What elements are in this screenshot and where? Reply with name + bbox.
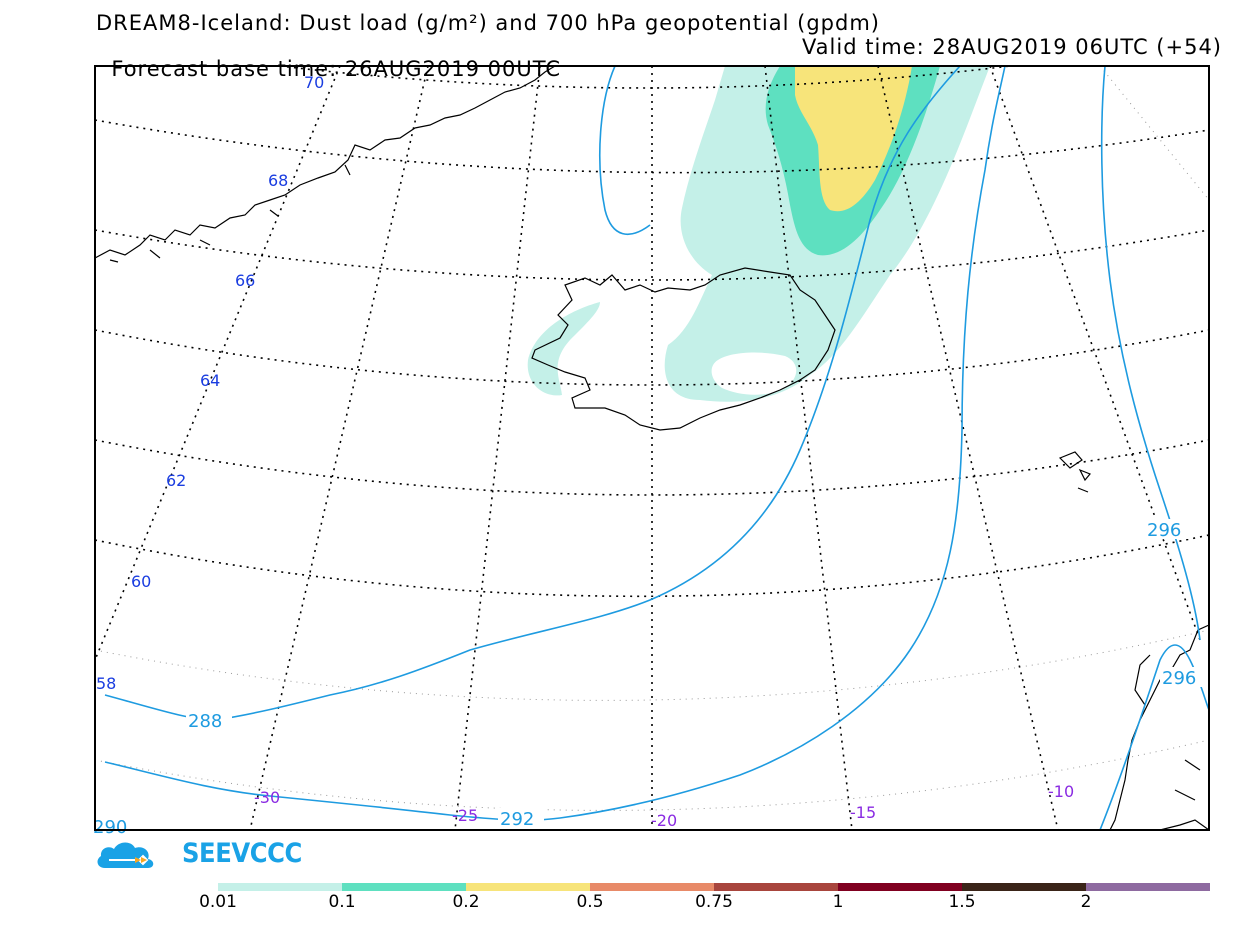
longitude-labels: -30 -25 -20 -15 -10 xyxy=(254,782,1074,830)
contour-label: 288 xyxy=(188,711,222,732)
valid-time: Valid time: 28AUG2019 06UTC (+54) xyxy=(801,35,1222,59)
dust-patch xyxy=(678,366,698,394)
legend-swatch xyxy=(962,883,1086,891)
legend-swatch xyxy=(714,883,838,891)
parallel-60 xyxy=(95,534,1209,598)
map-frame xyxy=(94,65,1210,831)
legend-swatch xyxy=(590,883,714,891)
contour-left-292 xyxy=(599,66,651,235)
contour-292 xyxy=(104,66,1006,821)
dust-gap xyxy=(711,352,797,395)
legend-swatch xyxy=(1086,883,1210,891)
legend-swatch xyxy=(838,883,962,891)
time-info: Forecast base time: 26AUG2019 00UTC Vali… xyxy=(96,36,1222,102)
contour-labels: 288 292 296 296 290 xyxy=(93,519,1208,838)
map-title: DREAM8-Iceland: Dust load (g/m²) and 700… xyxy=(96,11,880,35)
parallel-70 xyxy=(279,66,1011,89)
legend-swatch xyxy=(218,883,342,891)
latitude-labels: 70 68 66 64 62 60 58 xyxy=(96,73,324,693)
coastlines xyxy=(95,66,1209,830)
dust-band-0.2 xyxy=(795,66,912,212)
meridian-5 xyxy=(989,66,1201,641)
lat-label: 64 xyxy=(200,371,220,390)
contour-label: 290 xyxy=(93,817,127,838)
lat-label: 62 xyxy=(166,471,186,490)
contour-296 xyxy=(1100,66,1201,641)
lat-label: 66 xyxy=(235,271,255,290)
legend-tick-label: 0.75 xyxy=(695,892,733,912)
norway-coast xyxy=(1109,624,1209,830)
greenland-coast xyxy=(95,66,556,259)
legend-swatch xyxy=(466,883,590,891)
lat-label: 60 xyxy=(131,572,151,591)
iceland-coast xyxy=(531,267,836,431)
geopotential-contours xyxy=(104,66,1209,830)
meridian-25 xyxy=(454,66,541,830)
meridian-30 xyxy=(249,66,429,830)
legend-tick-label: 0.2 xyxy=(452,892,480,912)
legend-tick-label: 0.5 xyxy=(576,892,604,912)
legend-tick-label: 1 xyxy=(832,892,844,912)
lon-label: -20 xyxy=(651,811,677,830)
contour-label: 296 xyxy=(1147,520,1181,541)
seevccc-cloud-icon xyxy=(97,842,154,868)
contour-label: 296 xyxy=(1162,668,1196,689)
legend-tick-label: 0.01 xyxy=(199,892,237,912)
lon-label: -10 xyxy=(1048,782,1074,801)
lat-label: 68 xyxy=(268,171,288,190)
legend-swatch xyxy=(342,883,466,891)
parallel-66 xyxy=(95,229,1209,281)
parallel-68 xyxy=(95,119,1209,174)
faroe-islands xyxy=(1058,451,1091,493)
legend-tick-label: 2 xyxy=(1080,892,1092,912)
lat-label: 58 xyxy=(96,674,116,693)
dust-field xyxy=(527,66,990,402)
graticule xyxy=(95,66,1209,830)
contour-label: 292 xyxy=(500,809,534,830)
lon-label: -15 xyxy=(850,803,876,822)
legend-tick-label: 0.1 xyxy=(328,892,356,912)
dust-band-0.01-west xyxy=(527,302,600,396)
parallel-64 xyxy=(95,329,1209,386)
meridian-10 xyxy=(877,66,1059,830)
lon-label: -30 xyxy=(254,788,280,807)
lon-label: -25 xyxy=(452,806,478,825)
seevccc-logo-text: SEEVCCC xyxy=(182,838,302,869)
contour-288 xyxy=(104,66,961,721)
legend-tick-label: 1.5 xyxy=(948,892,976,912)
lat-label: 70 xyxy=(304,73,324,92)
